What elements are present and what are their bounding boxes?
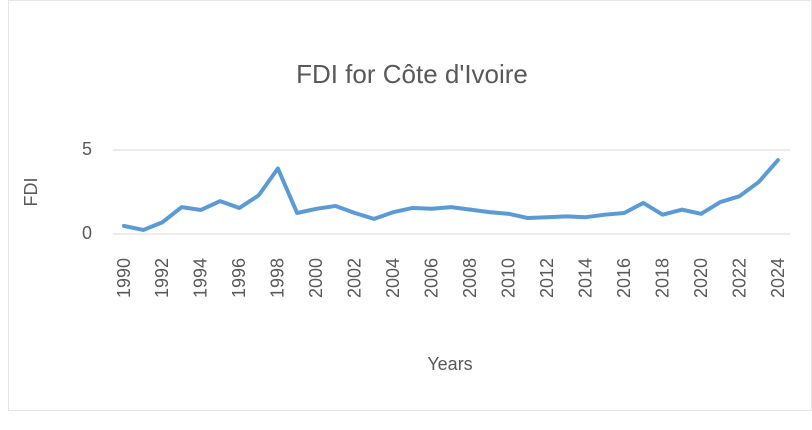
- x-tick-label: 2008: [460, 258, 480, 298]
- x-tick-label: 1994: [191, 258, 211, 298]
- x-tick-label: 2000: [306, 258, 326, 298]
- x-axis-label: Years: [427, 354, 472, 374]
- x-tick-label: 1998: [268, 258, 288, 298]
- x-tick-label: 2020: [691, 258, 711, 298]
- y-axis-label: FDI: [21, 178, 41, 207]
- x-tick-label: 2006: [422, 258, 442, 298]
- x-tick-label: 2014: [575, 258, 595, 298]
- x-tick-label: 2022: [729, 258, 749, 298]
- data-line: [122, 158, 780, 232]
- x-tick-label: 2010: [498, 258, 518, 298]
- x-tick-label: 2002: [345, 258, 365, 298]
- x-tick-label: 1996: [229, 258, 249, 298]
- x-tick-label: 2016: [614, 258, 634, 298]
- x-tick-label: 2004: [383, 258, 403, 298]
- y-tick-label: 5: [82, 139, 92, 159]
- x-tick-label: 2012: [537, 258, 557, 298]
- x-tick-label: 2024: [768, 258, 788, 298]
- x-tick-label: 1992: [152, 258, 172, 298]
- chart-title: FDI for Côte d'Ivoire: [296, 59, 528, 89]
- y-tick-label: 0: [82, 223, 92, 243]
- x-tick-label: 1990: [114, 258, 134, 298]
- x-tick-label: 2018: [652, 258, 672, 298]
